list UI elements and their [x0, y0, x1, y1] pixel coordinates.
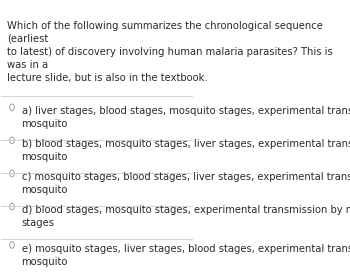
Text: c) mosquito stages, blood stages, liver stages, experimental transmission by
mos: c) mosquito stages, blood stages, liver … — [21, 172, 350, 195]
Text: Which of the following summarizes the chronological sequence (earliest
to latest: Which of the following summarizes the ch… — [7, 21, 333, 83]
Text: b) blood stages, mosquito stages, liver stages, experimental transmission by
mos: b) blood stages, mosquito stages, liver … — [21, 139, 350, 162]
Text: a) liver stages, blood stages, mosquito stages, experimental transmission by
mos: a) liver stages, blood stages, mosquito … — [21, 106, 350, 129]
Text: e) mosquito stages, liver stages, blood stages, experimental transmission by
mos: e) mosquito stages, liver stages, blood … — [21, 244, 350, 267]
Text: d) blood stages, mosquito stages, experimental transmission by mosquito, liver
s: d) blood stages, mosquito stages, experi… — [21, 205, 350, 228]
